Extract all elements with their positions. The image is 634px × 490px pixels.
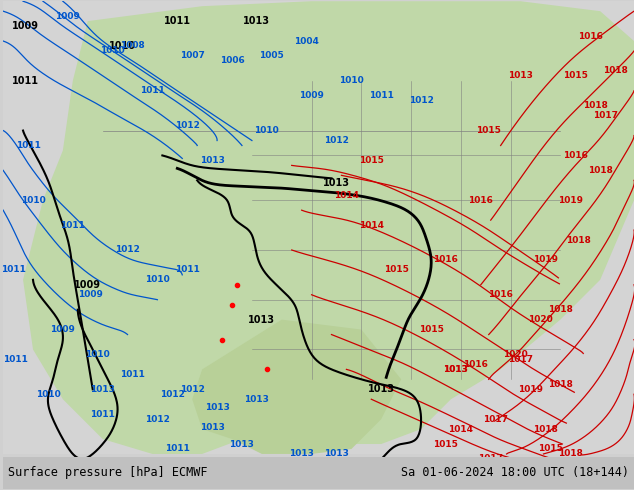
Text: 1013: 1013: [249, 315, 275, 325]
Text: 1015: 1015: [418, 325, 443, 334]
Text: 1013: 1013: [289, 449, 314, 459]
Text: 1013: 1013: [508, 72, 533, 80]
Text: 1015: 1015: [384, 266, 409, 274]
Text: 1011: 1011: [369, 91, 394, 100]
Text: 1018: 1018: [603, 66, 628, 75]
Text: 1011: 1011: [140, 86, 165, 95]
Text: 1019: 1019: [518, 385, 543, 394]
Text: 1013: 1013: [230, 440, 254, 448]
Text: 1018: 1018: [548, 380, 573, 389]
Text: 1011: 1011: [165, 444, 190, 453]
Text: 1012: 1012: [275, 463, 299, 471]
Text: 1018: 1018: [588, 166, 612, 175]
Text: 1009: 1009: [78, 290, 103, 299]
Text: 1019: 1019: [558, 196, 583, 205]
Text: 1011: 1011: [240, 463, 264, 471]
Text: 1017: 1017: [508, 355, 533, 364]
Text: 1013: 1013: [443, 365, 469, 374]
Text: 1014: 1014: [334, 191, 359, 200]
Text: 1016: 1016: [434, 255, 458, 265]
Text: 1013: 1013: [324, 449, 349, 459]
Text: 1015: 1015: [563, 72, 588, 80]
Text: 1011: 1011: [1, 266, 25, 274]
Text: 1011: 1011: [16, 141, 41, 150]
Text: 1010: 1010: [21, 196, 46, 205]
Text: 1012: 1012: [160, 390, 184, 399]
Text: 1013: 1013: [205, 403, 230, 412]
Text: 1010: 1010: [36, 390, 60, 399]
Text: Surface pressure [hPa] ECMWF: Surface pressure [hPa] ECMWF: [8, 466, 207, 479]
Text: 1011: 1011: [3, 355, 27, 364]
Text: 1015: 1015: [359, 156, 384, 165]
Text: 1012: 1012: [175, 121, 200, 130]
Text: 1013: 1013: [245, 395, 269, 404]
Text: 1005: 1005: [259, 51, 284, 60]
Text: 1011: 1011: [175, 266, 200, 274]
Polygon shape: [192, 319, 401, 454]
Text: 1011: 1011: [11, 76, 39, 86]
Text: 1010: 1010: [109, 41, 136, 51]
Text: 1004: 1004: [294, 37, 319, 46]
Polygon shape: [23, 1, 634, 454]
Text: 1018: 1018: [583, 101, 607, 110]
Text: 1011: 1011: [90, 410, 115, 418]
Bar: [3, 457, 634, 489]
Text: 1017: 1017: [478, 454, 503, 464]
Text: 1016: 1016: [578, 31, 603, 41]
Text: 1017: 1017: [483, 415, 508, 424]
Text: 1009: 1009: [299, 91, 324, 100]
Text: 1012: 1012: [115, 245, 140, 254]
Text: 1016: 1016: [469, 196, 493, 205]
Text: 1015: 1015: [434, 440, 458, 448]
Text: 1020: 1020: [528, 315, 553, 324]
Text: 1008: 1008: [120, 42, 145, 50]
Text: 1010: 1010: [100, 47, 125, 55]
Text: 1013: 1013: [200, 422, 224, 432]
Text: 1011: 1011: [60, 220, 85, 230]
Text: 1009: 1009: [51, 325, 75, 334]
Text: 1010: 1010: [86, 350, 110, 359]
Text: 1010: 1010: [205, 460, 230, 468]
Text: 1015: 1015: [476, 126, 501, 135]
Text: 1006: 1006: [219, 56, 244, 66]
Text: 1009: 1009: [74, 280, 101, 290]
Text: 1020: 1020: [503, 350, 528, 359]
Text: 1019: 1019: [533, 255, 558, 265]
Text: 1013: 1013: [443, 365, 469, 374]
Text: 1012: 1012: [409, 96, 434, 105]
Text: 1010: 1010: [145, 275, 170, 284]
Text: 1018: 1018: [548, 305, 573, 314]
Text: 1016: 1016: [563, 151, 588, 160]
Text: 1012: 1012: [180, 385, 205, 394]
Text: 1018: 1018: [558, 449, 583, 459]
Text: 1016: 1016: [463, 360, 488, 369]
Text: 1014: 1014: [359, 220, 384, 230]
Text: 1011: 1011: [120, 370, 145, 379]
Text: 1017: 1017: [593, 111, 618, 120]
Text: 1018: 1018: [533, 424, 558, 434]
Text: 1018: 1018: [566, 236, 591, 245]
Text: 1007: 1007: [180, 51, 205, 60]
Text: 1009: 1009: [55, 12, 81, 21]
Text: 1009: 1009: [11, 21, 39, 31]
Text: 1014: 1014: [448, 424, 474, 434]
Text: 1012: 1012: [324, 136, 349, 145]
Text: 1013: 1013: [243, 16, 270, 26]
Text: 1010: 1010: [339, 76, 364, 85]
Text: 1013: 1013: [323, 178, 350, 188]
Text: 1011: 1011: [164, 16, 191, 26]
Text: 1013: 1013: [368, 384, 395, 394]
Text: 1016: 1016: [488, 290, 513, 299]
Text: Sa 01-06-2024 18:00 UTC (18+144): Sa 01-06-2024 18:00 UTC (18+144): [401, 466, 629, 479]
Text: 1010: 1010: [254, 126, 279, 135]
Text: 1012: 1012: [145, 415, 170, 424]
Text: 1013: 1013: [200, 156, 224, 165]
Text: 1013: 1013: [90, 385, 115, 394]
Text: 1015: 1015: [538, 444, 563, 453]
